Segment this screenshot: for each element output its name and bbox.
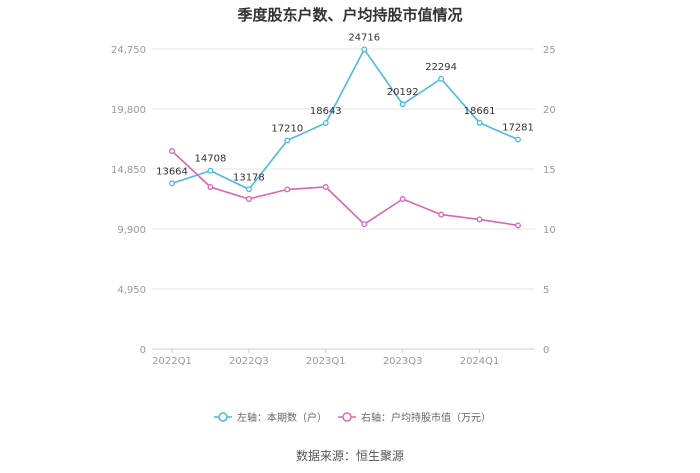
left-y-tick-label: 4,950: [117, 285, 146, 296]
data-point: [399, 101, 406, 108]
data-point: [322, 184, 329, 190]
data-label: 24716: [348, 32, 380, 43]
data-label: 13664: [156, 166, 188, 177]
data-point: [245, 186, 252, 193]
data-label: 13178: [233, 172, 265, 183]
data-label: 14708: [195, 154, 227, 165]
right-y-tick-label: 0: [543, 345, 549, 356]
data-point: [476, 216, 483, 223]
data-source: 数据来源：恒生聚源: [295, 449, 404, 463]
data-label: 18643: [310, 106, 342, 117]
data-point: [361, 46, 368, 53]
data-point: [284, 137, 291, 144]
data-point: [245, 196, 252, 202]
data-point: [515, 222, 521, 229]
right-y-tick-label: 20: [543, 105, 556, 116]
data-label: 18661: [464, 106, 496, 117]
data-point: [515, 136, 521, 143]
data-point: [322, 120, 329, 126]
data-point: [169, 180, 175, 187]
right-y-tick-label: 10: [543, 225, 556, 236]
right-y-tick-label: 5: [543, 285, 549, 296]
data-point: [207, 167, 214, 174]
right-y-tick-label: 15: [543, 165, 556, 176]
x-tick-label: 2022Q1: [152, 356, 192, 367]
left-y-tick-label: 19,800: [111, 105, 146, 116]
legend-swatch-marker: [218, 412, 228, 422]
x-tick-label: 2024Q1: [460, 356, 500, 367]
legend-label: 右轴：户均持股市值（万元）: [361, 411, 491, 424]
data-point: [438, 75, 445, 82]
data-label: 20192: [387, 87, 419, 98]
data-point: [207, 184, 214, 190]
left-y-tick-label: 24,750: [111, 45, 146, 56]
series-line-1: [171, 150, 519, 227]
right-y-tick-label: 25: [543, 45, 556, 56]
x-tick-label: 2023Q1: [306, 356, 346, 367]
data-point: [284, 186, 291, 193]
data-point: [361, 221, 368, 228]
data-point: [438, 211, 445, 218]
data-point: [399, 196, 406, 202]
legend-swatch-marker: [342, 412, 352, 422]
data-label: 17281: [502, 123, 534, 134]
data-label: 17210: [271, 123, 303, 134]
chart-title: 季度股东户数、户均持股市值情况: [237, 6, 463, 24]
left-y-tick-label: 14,850: [111, 165, 146, 176]
x-tick-label: 2022Q3: [229, 356, 269, 367]
data-label: 22294: [425, 62, 457, 73]
legend-label: 左轴：本期数（户）: [237, 411, 327, 424]
left-y-tick-label: 9,900: [117, 225, 146, 236]
data-point: [169, 148, 175, 154]
series-line-0: [171, 47, 519, 191]
x-tick-label: 2023Q3: [383, 356, 423, 367]
data-point: [476, 119, 483, 126]
left-y-tick-label: 0: [140, 345, 146, 356]
